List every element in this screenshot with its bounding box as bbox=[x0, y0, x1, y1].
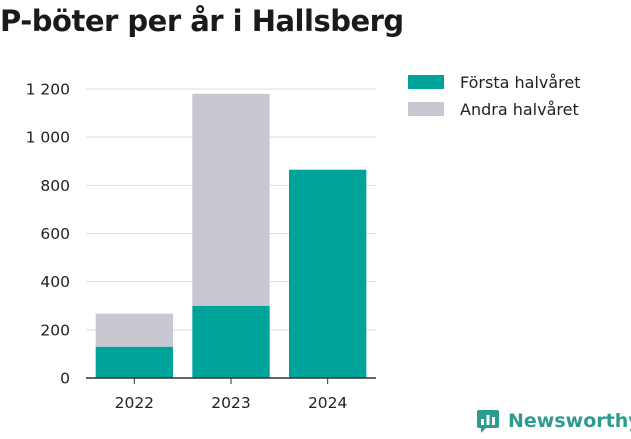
legend: Första halvåret Andra halvåret bbox=[408, 70, 581, 124]
x-tick-label: 2022 bbox=[115, 394, 154, 412]
bar-first-half-2024 bbox=[289, 169, 367, 378]
legend-swatch-first-half bbox=[408, 75, 444, 89]
x-tick-label: 2024 bbox=[308, 394, 347, 412]
bar-first-half-2023 bbox=[192, 305, 270, 378]
brand-logo: Newsworthy bbox=[476, 408, 631, 434]
bar-first-half-2022 bbox=[95, 346, 173, 378]
chart-title: P-böter per år i Hallsberg bbox=[0, 4, 404, 38]
brand-name: Newsworthy bbox=[508, 410, 631, 432]
legend-label-second-half: Andra halvåret bbox=[460, 99, 579, 119]
y-tick-label: 200 bbox=[40, 321, 70, 339]
y-tick-label: 800 bbox=[40, 177, 70, 195]
y-tick-label: 1 200 bbox=[26, 81, 70, 99]
legend-swatch-second-half bbox=[408, 102, 444, 116]
bar-second-half-2022 bbox=[95, 313, 173, 347]
y-tick-label: 0 bbox=[60, 370, 70, 388]
y-tick-label: 400 bbox=[40, 273, 70, 291]
newsworthy-logo-icon bbox=[477, 410, 499, 433]
bar-second-half-2023 bbox=[192, 93, 270, 306]
x-tick-label: 2023 bbox=[211, 394, 250, 412]
y-tick-label: 1 000 bbox=[26, 129, 70, 147]
legend-item-first-half: Första halvåret bbox=[408, 70, 581, 94]
legend-item-second-half: Andra halvåret bbox=[408, 97, 581, 121]
legend-label-first-half: Första halvåret bbox=[460, 72, 581, 92]
y-tick-label: 600 bbox=[40, 225, 70, 243]
